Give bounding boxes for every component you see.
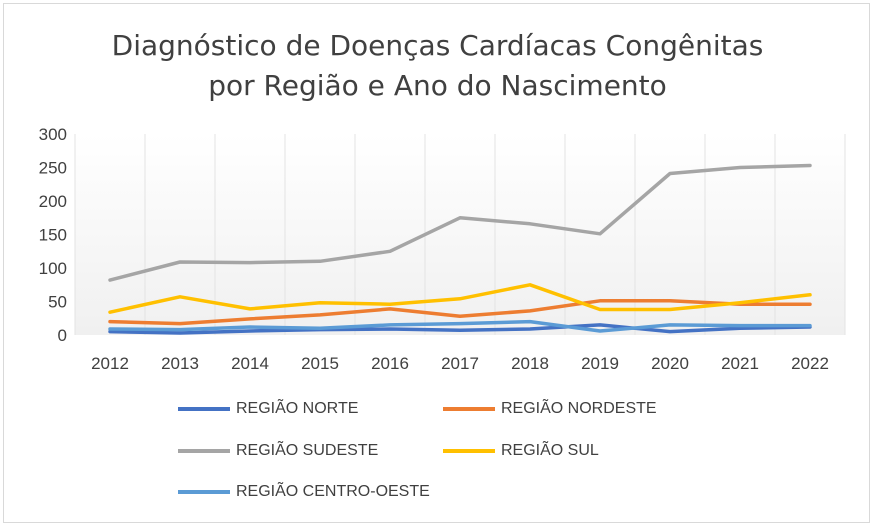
legend-label: REGIÃO NORTE xyxy=(236,400,359,417)
x-tick-label: 2021 xyxy=(721,354,759,373)
legend-item-sudeste: REGIÃO SUDESTE xyxy=(178,440,378,462)
legend-label: REGIÃO SUL xyxy=(501,442,599,459)
x-tick-label: 2019 xyxy=(581,354,619,373)
series-line-5 xyxy=(108,319,812,333)
legend-label: REGIÃO CENTRO-OESTE xyxy=(236,483,430,500)
x-tick-label: 2020 xyxy=(651,354,689,373)
x-tick-label: 2022 xyxy=(791,354,829,373)
series-line-3 xyxy=(108,163,812,282)
x-tick-label: 2017 xyxy=(441,354,479,373)
x-tick-label: 2014 xyxy=(231,354,269,373)
y-tick-label: 150 xyxy=(39,226,67,245)
series-line-4 xyxy=(108,283,812,314)
x-tick-label: 2016 xyxy=(371,354,409,373)
series-line-2 xyxy=(108,299,812,326)
y-tick-label: 50 xyxy=(48,293,67,312)
legend-label: REGIÃO NORDESTE xyxy=(501,400,657,417)
x-tick-label: 2013 xyxy=(161,354,199,373)
legend-item-centro-oeste: REGIÃO CENTRO-OESTE xyxy=(178,481,430,503)
chart-title-line-2: por Região e Ano do Nascimento xyxy=(208,69,667,102)
legend-swatch xyxy=(178,407,230,411)
series-line-1 xyxy=(108,323,812,335)
x-tick-label: 2012 xyxy=(91,354,129,373)
x-tick-label: 2018 xyxy=(511,354,549,373)
legend-item-nordeste: REGIÃO NORDESTE xyxy=(443,398,657,420)
legend-swatch xyxy=(443,449,495,453)
y-tick-label: 0 xyxy=(58,326,67,345)
y-tick-label: 100 xyxy=(39,259,67,278)
x-tick-label: 2015 xyxy=(301,354,339,373)
y-tick-label: 200 xyxy=(39,192,67,211)
legend-label: REGIÃO SUDESTE xyxy=(236,442,379,459)
chart-title: Diagnóstico de Doenças Cardíacas Congêni… xyxy=(0,26,875,106)
legend-swatch xyxy=(443,407,495,411)
legend-swatch xyxy=(178,449,230,453)
legend-item-sul: REGIÃO SUL xyxy=(443,440,599,462)
chart-title-line-1: Diagnóstico de Doenças Cardíacas Congêni… xyxy=(111,29,764,62)
y-tick-label: 300 xyxy=(39,125,67,144)
y-tick-label: 250 xyxy=(39,159,67,178)
legend-item-norte: REGIÃO NORTE xyxy=(178,398,358,420)
legend-swatch xyxy=(178,490,230,494)
